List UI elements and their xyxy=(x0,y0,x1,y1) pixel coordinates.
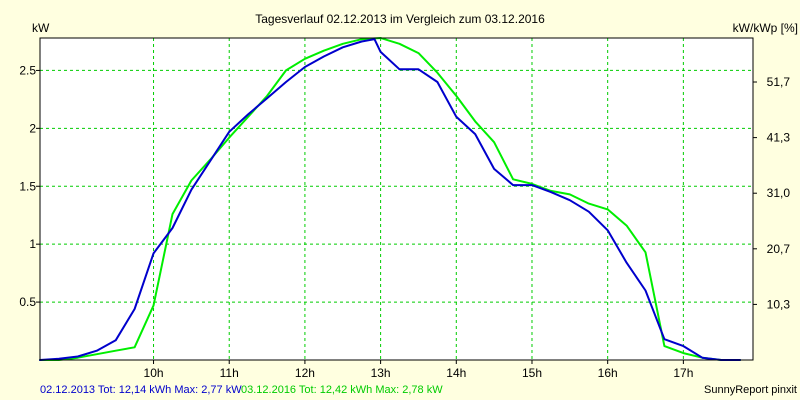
y-tick-label-right: 20,7 xyxy=(767,242,791,256)
credit-label: SunnyReport pinxit xyxy=(704,384,797,396)
y-tick-label-right: 31,0 xyxy=(767,186,791,200)
series-lines xyxy=(39,37,742,361)
series-line-03-12-2016 xyxy=(39,37,742,361)
legend-entry-2016: 03.12.2016 Tot: 12,42 kWh Max: 2,78 kW xyxy=(241,384,443,396)
x-tick-label: 17h xyxy=(673,366,693,380)
x-tick-label: 13h xyxy=(371,366,391,380)
y-axis-label-left: kW xyxy=(32,21,50,35)
y-tick-label-left: 2.5 xyxy=(19,63,36,77)
x-tick-label: 10h xyxy=(144,366,164,380)
chart-title: Tagesverlauf 02.12.2013 im Vergleich zum… xyxy=(255,12,545,26)
plot-area xyxy=(40,38,753,360)
x-tick-label: 15h xyxy=(522,366,542,380)
y-tick-label-left: 2 xyxy=(29,121,36,135)
y-axis-label-right: kW/kWp [%] xyxy=(733,21,798,35)
legend-entry-2013: 02.12.2013 Tot: 12,14 kWh Max: 2,77 kW xyxy=(40,384,242,396)
y-tick-label-left: 1 xyxy=(29,237,36,251)
plot-frame xyxy=(39,37,754,361)
y-tick-label-right: 51,7 xyxy=(767,75,791,89)
x-tick-label: 14h xyxy=(446,366,466,380)
x-tick-label: 11h xyxy=(220,366,239,380)
series-line-02-12-2013 xyxy=(39,38,742,361)
x-tick-label: 16h xyxy=(598,366,618,380)
tick-labels: 10h 11h 12h 13h 14h 15h 16h 17h 0.5 1 1.5 2 2.5 10,3 2… xyxy=(19,63,790,380)
y-tick-label-left: 1.5 xyxy=(19,179,36,193)
x-tick-label: 12h xyxy=(295,366,315,380)
y-tick-label-right: 41,3 xyxy=(767,131,791,145)
grid-lines xyxy=(40,38,753,360)
y-tick-label-right: 10,3 xyxy=(767,297,791,311)
y-tick-label-left: 0.5 xyxy=(19,295,36,309)
